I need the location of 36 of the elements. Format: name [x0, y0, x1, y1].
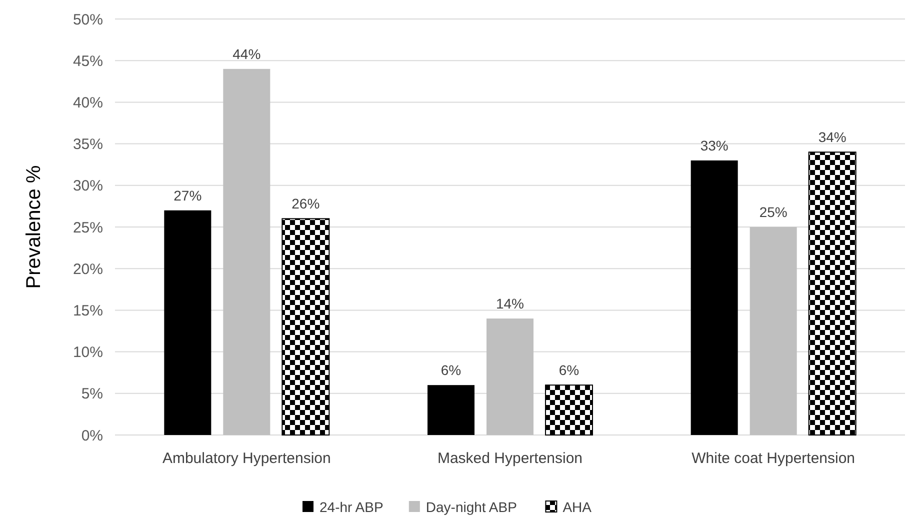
y-tick-label: 40% — [72, 94, 103, 112]
data-label: 14% — [496, 296, 524, 312]
data-label: 34% — [818, 129, 846, 146]
y-tick-label: 5% — [81, 386, 103, 403]
data-label: 33% — [700, 137, 728, 154]
legend-label: AHA — [562, 499, 592, 515]
data-label: 44% — [232, 46, 261, 62]
data-label: 25% — [759, 204, 788, 220]
bar — [545, 384, 593, 436]
y-tick-label: 30% — [72, 178, 103, 195]
y-tick-label: 50% — [72, 11, 103, 28]
bar — [750, 227, 797, 435]
legend-label: 24-hr ABP — [320, 499, 384, 515]
y-axis-title: Prevalence % — [23, 165, 45, 289]
data-label: 6% — [558, 362, 580, 378]
x-tick-label: White coat Hypertension — [692, 450, 856, 467]
bar — [164, 210, 212, 435]
y-tick-label: 20% — [72, 260, 103, 278]
bar — [808, 152, 856, 436]
y-tick-label: 0% — [81, 427, 103, 444]
x-tick-label: Masked Hypertension — [437, 450, 583, 467]
legend-label: Day-night ABP — [426, 499, 517, 515]
bar — [690, 160, 738, 435]
y-tick-label: 15% — [72, 302, 103, 320]
y-tick-label: 10% — [72, 344, 103, 362]
bar — [282, 218, 330, 436]
y-tick-label: 35% — [72, 136, 103, 154]
y-tick-label: 25% — [72, 219, 103, 236]
data-label: 6% — [440, 362, 462, 378]
data-label: 26% — [292, 196, 320, 212]
bar — [428, 385, 474, 435]
bar — [223, 68, 270, 435]
x-tick-label: Ambulatory Hypertension — [162, 450, 331, 467]
y-tick-label: 45% — [72, 52, 103, 70]
data-label: 27% — [174, 187, 202, 204]
bar — [486, 318, 534, 435]
